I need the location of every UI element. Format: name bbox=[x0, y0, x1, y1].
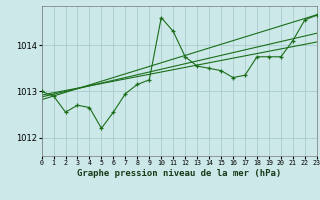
X-axis label: Graphe pression niveau de la mer (hPa): Graphe pression niveau de la mer (hPa) bbox=[77, 169, 281, 178]
